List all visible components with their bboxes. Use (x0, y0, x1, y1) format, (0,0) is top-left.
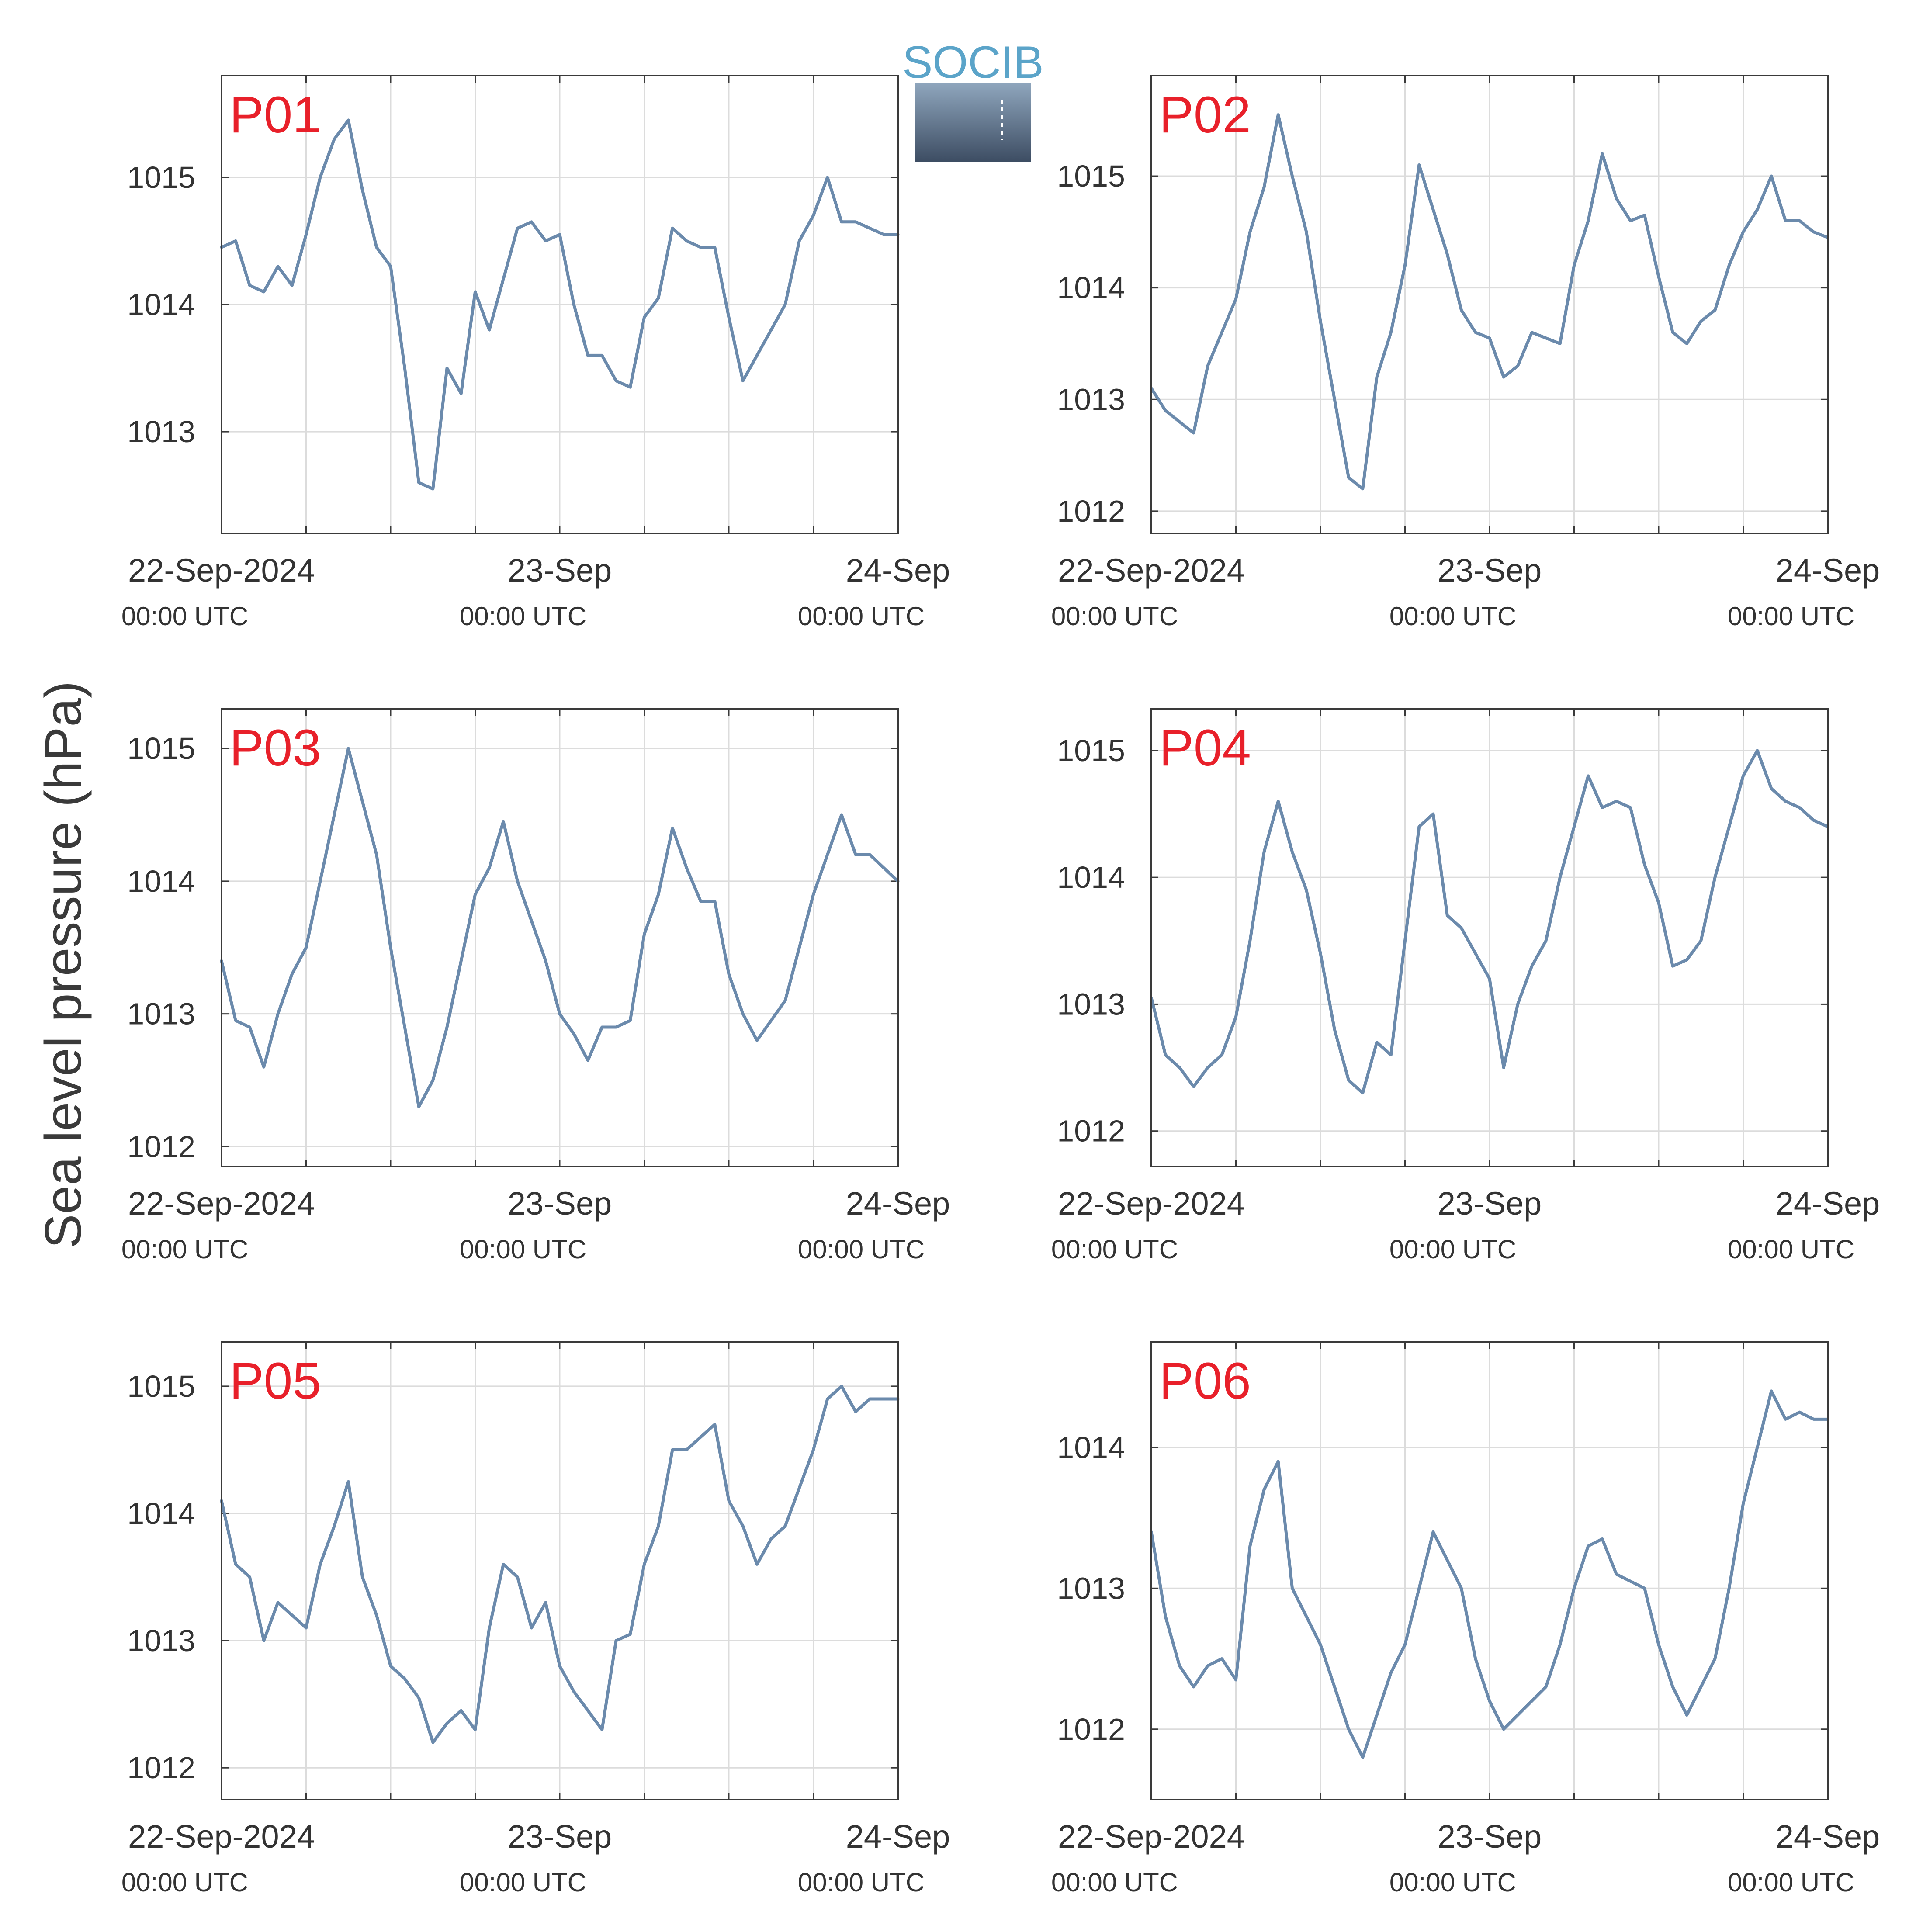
panel-p06: 1012 1013 1014 22-Sep-2024 00:00 UTC 23-Sep 00… (1051, 1341, 1880, 1897)
panel-p01: 1013 1014 1015 22-Sep-2024 00:00 UTC 23-Sep 00… (121, 75, 950, 631)
x-tick-label: 22-Sep-2024 (1058, 552, 1245, 589)
x-tick-sublabel: 00:00 UTC (121, 1868, 248, 1897)
x-tick-sublabel: 00:00 UTC (460, 1868, 586, 1897)
socib-logo: SOCIB (902, 37, 1044, 162)
panels: 1013 1014 1015 22-Sep-2024 00:00 UTC 23-Sep 00… (121, 75, 1880, 1897)
x-tick-sublabel: 00:00 UTC (1728, 602, 1854, 631)
x-tick-label: 24-Sep (1776, 552, 1880, 589)
logo-text: SOCIB (902, 37, 1044, 88)
axes-box (1150, 708, 1829, 1167)
x-tick-sublabel: 00:00 UTC (1389, 602, 1516, 631)
x-tick-label: 23-Sep (1438, 552, 1542, 589)
x-tick-label: 22-Sep-2024 (128, 1818, 315, 1855)
x-tick-sublabel: 00:00 UTC (1728, 1235, 1854, 1264)
x-tick-sublabel: 00:00 UTC (798, 602, 925, 631)
panel-p04: 1012 1013 1014 1015 22-Sep-2024 00:00 UTC 23-S… (1051, 708, 1880, 1264)
series-line-p02 (1150, 113, 1829, 491)
x-tick-label: 23-Sep (1438, 1818, 1542, 1855)
series-line-p05 (220, 1385, 900, 1744)
x-tick-sublabel: 00:00 UTC (460, 1235, 586, 1264)
panel-label-p02: P02 (1159, 86, 1251, 144)
panel-p03: 1012 1013 1014 1015 22-Sep-2024 00:00 UTC 23-S… (121, 708, 950, 1264)
x-tick-label: 24-Sep (1776, 1185, 1880, 1222)
x-tick-label: 24-Sep (846, 552, 950, 589)
y-tick-label: 1015 (1057, 159, 1125, 193)
y-axis-label: Sea level pressure (hPa) (35, 681, 92, 1249)
series-line-p03 (220, 747, 900, 1108)
axes-box (1150, 75, 1829, 534)
y-tick-label: 1012 (1057, 1712, 1125, 1746)
x-tick-sublabel: 00:00 UTC (121, 602, 248, 631)
x-tick-label: 22-Sep-2024 (1058, 1185, 1245, 1222)
y-tick-label: 1014 (1057, 860, 1125, 894)
x-tick-label: 22-Sep-2024 (128, 1185, 315, 1222)
y-tick-label: 1013 (127, 1624, 195, 1658)
y-tick-label: 1014 (1057, 271, 1125, 305)
y-tick-label: 1014 (127, 287, 195, 322)
x-tick-sublabel: 00:00 UTC (1051, 1868, 1178, 1897)
x-tick-label: 23-Sep (508, 1818, 612, 1855)
x-tick-label: 23-Sep (508, 552, 612, 589)
x-tick-sublabel: 00:00 UTC (798, 1868, 925, 1897)
panel-label-p06: P06 (1159, 1352, 1251, 1410)
series-line-p01 (220, 118, 900, 491)
series-line-p04 (1150, 749, 1829, 1095)
panel-label-p05: P05 (229, 1352, 321, 1410)
x-tick-sublabel: 00:00 UTC (798, 1235, 925, 1264)
y-tick-label: 1012 (1057, 1114, 1125, 1148)
y-tick-label: 1015 (127, 160, 195, 194)
x-tick-sublabel: 00:00 UTC (460, 602, 586, 631)
x-tick-label: 22-Sep-2024 (128, 552, 315, 589)
panel-label-p01: P01 (229, 86, 321, 144)
y-tick-label: 1013 (1057, 382, 1125, 416)
axes-box (1150, 1341, 1829, 1800)
axes-box (221, 1341, 899, 1800)
panel-label-p03: P03 (229, 719, 321, 777)
axes-box (221, 708, 899, 1167)
x-tick-label: 22-Sep-2024 (1058, 1818, 1245, 1855)
y-tick-label: 1014 (1057, 1430, 1125, 1465)
y-tick-label: 1014 (127, 1496, 195, 1530)
logo-water-block (915, 83, 1031, 162)
y-tick-label: 1015 (127, 1369, 195, 1403)
panel-label-p04: P04 (1159, 719, 1251, 777)
x-tick-sublabel: 00:00 UTC (1728, 1868, 1854, 1897)
x-tick-label: 23-Sep (508, 1185, 612, 1222)
y-tick-label: 1013 (127, 415, 195, 449)
y-tick-label: 1012 (1057, 494, 1125, 528)
x-tick-sublabel: 00:00 UTC (1051, 602, 1178, 631)
x-tick-label: 24-Sep (846, 1818, 950, 1855)
y-tick-label: 1013 (1057, 1571, 1125, 1605)
y-tick-label: 1013 (1057, 987, 1125, 1021)
y-tick-label: 1012 (127, 1129, 195, 1163)
panel-p05: 1012 1013 1014 1015 22-Sep-2024 00:00 UTC 23-S… (121, 1341, 950, 1897)
y-tick-label: 1015 (1057, 734, 1125, 768)
series-line-p06 (1150, 1389, 1829, 1759)
x-tick-label: 24-Sep (846, 1185, 950, 1222)
x-tick-sublabel: 00:00 UTC (1051, 1235, 1178, 1264)
y-tick-label: 1012 (127, 1751, 195, 1785)
y-tick-label: 1015 (127, 731, 195, 765)
y-tick-label: 1014 (127, 864, 195, 898)
axes-box (221, 75, 899, 534)
x-tick-sublabel: 00:00 UTC (121, 1235, 248, 1264)
x-tick-sublabel: 00:00 UTC (1389, 1235, 1516, 1264)
panel-p02: 1012 1013 1014 1015 22-Sep-2024 00:00 UTC 23-S… (1051, 75, 1880, 631)
y-tick-label: 1013 (127, 997, 195, 1031)
x-tick-label: 24-Sep (1776, 1818, 1880, 1855)
x-tick-label: 23-Sep (1438, 1185, 1542, 1222)
x-tick-sublabel: 00:00 UTC (1389, 1868, 1516, 1897)
